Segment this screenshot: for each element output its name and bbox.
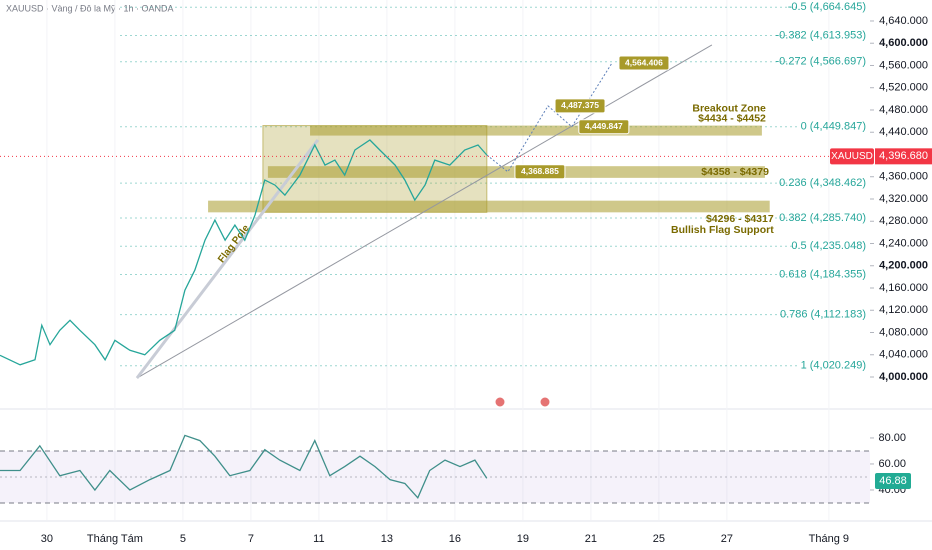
zone-range: $4358 - $4379 <box>701 166 769 178</box>
y-tick-label: 4,520.000 <box>879 82 928 94</box>
projection-label-box <box>578 119 630 135</box>
y-tick-label: 4,000.000 <box>879 371 928 383</box>
y-tick-label: 4,280.000 <box>879 215 928 227</box>
price-line <box>0 139 488 366</box>
x-tick-label: 16 <box>449 533 461 545</box>
y-tick-label: 4,200.000 <box>879 260 928 272</box>
projection-label: 4,487.375 <box>561 100 599 110</box>
fib-label: 0.5 (4,235.048) <box>791 240 866 252</box>
y-tick-label: 4,640.000 <box>879 15 928 27</box>
y-tick-label: 4,080.000 <box>879 326 928 338</box>
y-tick-label: 4,160.000 <box>879 282 928 294</box>
event-icon[interactable] <box>494 396 506 408</box>
rsi-tick-label: 60.00 <box>878 458 906 470</box>
projection-label: 4,564.406 <box>625 57 663 67</box>
y-tick-label: 4,120.000 <box>879 304 928 316</box>
x-tick-label: 30 <box>41 533 53 545</box>
x-tick-label: 13 <box>381 533 393 545</box>
x-tick-label: 19 <box>517 533 529 545</box>
zone-range: $4434 - $4452 <box>698 112 766 124</box>
zone-title: Breakout Zone <box>692 102 766 114</box>
y-tick-label: 4,320.000 <box>879 193 928 205</box>
fib-label: 0.236 (4,348.462) <box>779 177 866 189</box>
projection-label-box <box>618 55 670 71</box>
fib-label: 0.786 (4,112.183) <box>780 309 866 321</box>
chart-title: XAUUSD · Vàng / Đô la Mỹ · 1h · OANDA <box>6 3 174 13</box>
y-tick-label: 4,240.000 <box>879 237 928 249</box>
event-icon[interactable] <box>539 396 551 408</box>
rsi-current-tag <box>875 473 911 490</box>
projection-label-box <box>554 98 606 114</box>
rsi-current-label: 46.88 <box>879 475 907 487</box>
fib-label: 0 (4,449.847) <box>801 121 866 133</box>
y-tick-label: 4,360.000 <box>879 171 928 183</box>
zone-range: $4296 - $4317 <box>706 213 774 225</box>
zone <box>310 125 762 136</box>
fib-label: -0.382 (4,613.953) <box>775 29 866 41</box>
fib-label: 0.618 (4,184.355) <box>779 268 866 280</box>
projection-label: 4,449.847 <box>585 121 623 131</box>
trend-line <box>136 44 713 379</box>
y-tick-label: 4,040.000 <box>879 349 928 361</box>
price-tag-label: 4,396.680 <box>879 150 928 162</box>
fib-label: -0.5 (4,664.645) <box>788 1 866 13</box>
fib-label: 0.382 (4,285.740) <box>779 212 866 224</box>
projection-label-box <box>514 164 566 180</box>
rsi-line <box>0 434 488 499</box>
y-tick-label: 4,600.000 <box>879 37 928 49</box>
x-tick-label: 5 <box>180 533 186 545</box>
fib-label: 1 (4,020.249) <box>801 360 866 372</box>
x-tick-label: 7 <box>248 533 254 545</box>
x-tick-label: 27 <box>721 533 733 545</box>
symbol-tag-label: XAUUSD <box>831 151 873 162</box>
zone-note: Bullish Flag Support <box>671 224 774 236</box>
x-tick-label: Tháng 9 <box>809 533 849 545</box>
price-tag <box>875 148 932 165</box>
x-tick-label: Tháng Tám <box>87 533 143 545</box>
y-tick-label: 4,560.000 <box>879 59 928 71</box>
y-tick-label: 4,440.000 <box>879 126 928 138</box>
zone <box>208 200 770 213</box>
rsi-tick-label: 80.00 <box>878 432 906 444</box>
fib-label: -0.272 (4,566.697) <box>775 56 866 68</box>
symbol-tag <box>830 148 874 165</box>
x-tick-label: 11 <box>313 533 324 545</box>
trend-line <box>135 139 320 379</box>
projection-label: 4,368.885 <box>521 166 559 176</box>
y-tick-label: 4,480.000 <box>879 104 928 116</box>
x-tick-label: 21 <box>585 533 597 545</box>
x-tick-label: 25 <box>653 533 665 545</box>
